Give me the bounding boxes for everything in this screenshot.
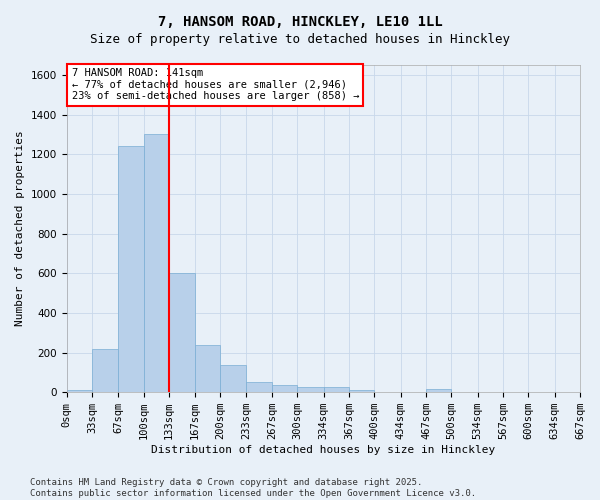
Bar: [195, 344, 220, 392]
Bar: [169, 273, 195, 392]
Text: Contains HM Land Registry data © Crown copyright and database right 2025.
Contai: Contains HM Land Registry data © Crown c…: [30, 478, 476, 498]
Bar: [118, 146, 143, 392]
Bar: [220, 366, 246, 392]
Bar: [67, 390, 92, 392]
Text: 7, HANSOM ROAD, HINCKLEY, LE10 1LL: 7, HANSOM ROAD, HINCKLEY, LE10 1LL: [158, 15, 442, 29]
Bar: [323, 388, 349, 392]
Text: 7 HANSOM ROAD: 141sqm
← 77% of detached houses are smaller (2,946)
23% of semi-d: 7 HANSOM ROAD: 141sqm ← 77% of detached …: [71, 68, 359, 102]
Bar: [246, 382, 272, 392]
Bar: [349, 390, 374, 392]
Bar: [298, 388, 323, 392]
Bar: [143, 134, 169, 392]
Bar: [426, 389, 451, 392]
Bar: [272, 386, 298, 392]
Text: Size of property relative to detached houses in Hinckley: Size of property relative to detached ho…: [90, 32, 510, 46]
Bar: [92, 348, 118, 392]
Y-axis label: Number of detached properties: Number of detached properties: [15, 130, 25, 326]
X-axis label: Distribution of detached houses by size in Hinckley: Distribution of detached houses by size …: [151, 445, 496, 455]
